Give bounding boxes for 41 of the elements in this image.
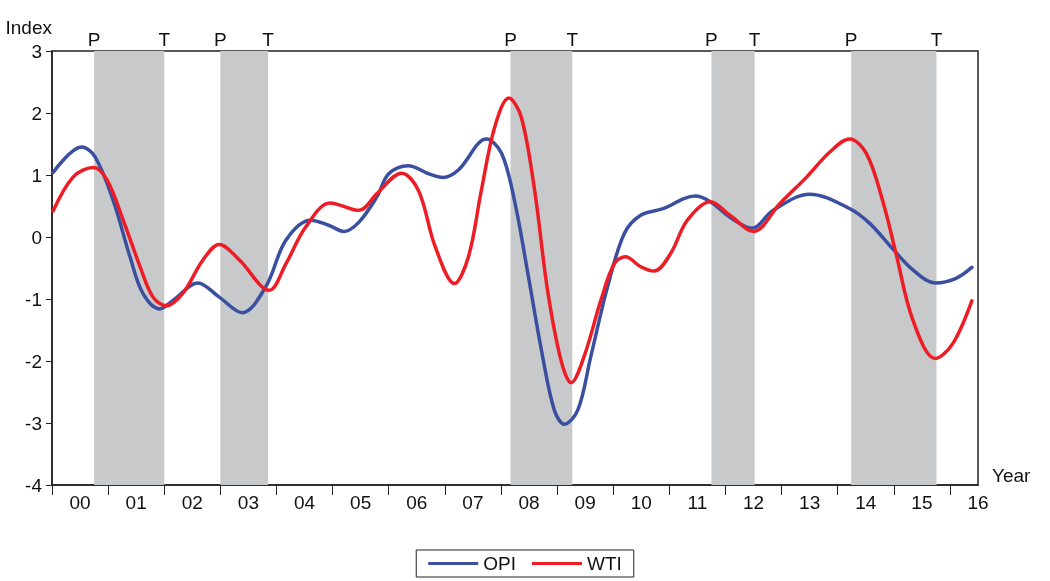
y-tick-label: -2 xyxy=(25,350,42,372)
annotation: P xyxy=(214,29,227,50)
x-tick-label: 10 xyxy=(630,492,652,513)
x-tick-label: 08 xyxy=(518,492,540,513)
x-tick-label: 11 xyxy=(687,492,708,513)
x-tick-label: 14 xyxy=(855,492,877,513)
x-tick-label: 16 xyxy=(967,492,989,513)
y-tick-label: 0 xyxy=(31,226,42,248)
x-tick-label: 04 xyxy=(293,492,316,513)
x-tick-label: 00 xyxy=(69,492,91,513)
y-axis-title: Index xyxy=(5,17,53,38)
y-tick-label: 3 xyxy=(31,40,42,62)
x-tick-label: 09 xyxy=(574,492,596,513)
line-series xyxy=(51,137,974,426)
x-tick-label: 12 xyxy=(742,492,765,513)
x-tick-label: 13 xyxy=(799,492,821,513)
annotation: T xyxy=(930,29,943,50)
annotation: P xyxy=(844,29,858,50)
legend-label: OPI xyxy=(483,553,516,574)
annotation: T xyxy=(566,29,579,50)
y-tick-label: 2 xyxy=(31,102,42,124)
annotation: T xyxy=(262,29,275,50)
annotation: P xyxy=(504,29,517,50)
x-tick-label: 02 xyxy=(181,492,203,513)
y-tick-label: -1 xyxy=(25,288,42,310)
annotation: T xyxy=(748,29,761,50)
x-tick-label: 03 xyxy=(237,492,259,513)
annotation: T xyxy=(158,29,171,50)
x-axis-title: Year xyxy=(992,465,1032,486)
x-tick-label: 06 xyxy=(406,492,428,513)
y-tick-label: -3 xyxy=(25,412,42,434)
x-tick-label: 01 xyxy=(125,492,147,513)
legend-label: WTI xyxy=(586,553,622,574)
x-tick-label: 07 xyxy=(462,492,484,513)
annotation: P xyxy=(705,29,718,50)
y-tick-label: -4 xyxy=(25,474,43,496)
line-series xyxy=(51,96,974,385)
x-tick-label: 15 xyxy=(911,492,933,513)
x-tick-label: 05 xyxy=(350,492,372,513)
annotation: P xyxy=(87,29,101,50)
y-tick-label: 1 xyxy=(31,164,42,186)
